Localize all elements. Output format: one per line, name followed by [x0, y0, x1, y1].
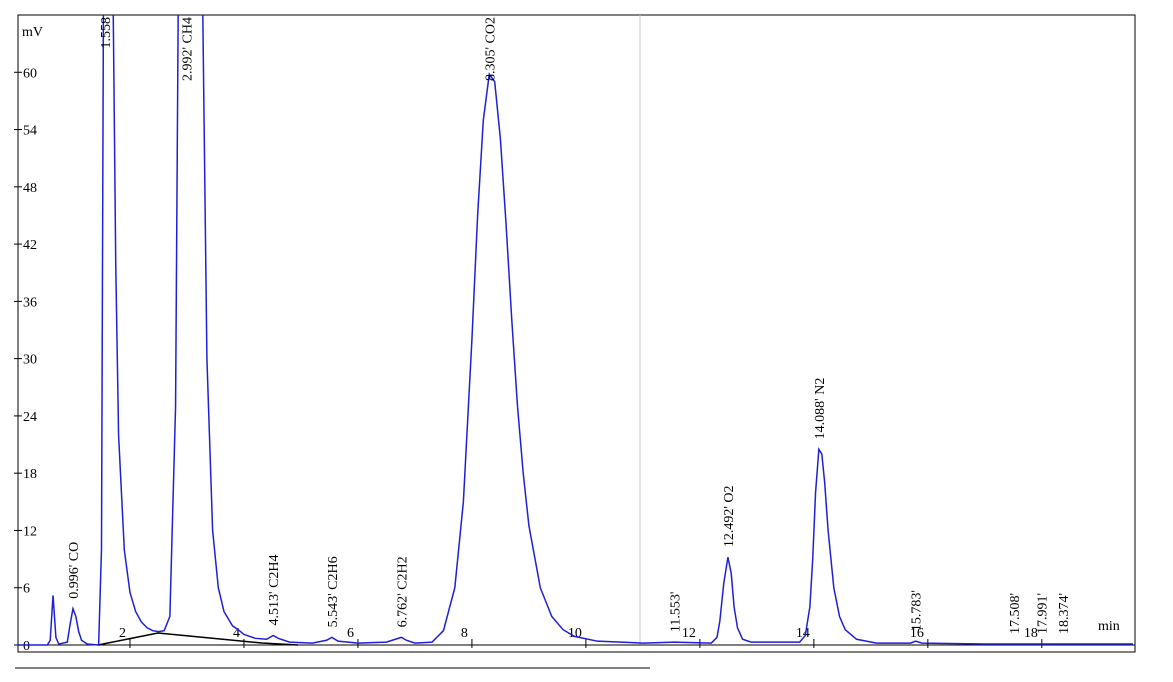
x-tick-label: 18 [1024, 626, 1038, 641]
peak-label: 1.558 [99, 17, 114, 49]
plot-frame [17, 14, 1136, 653]
y-tick-label: 12 [23, 524, 37, 539]
y-tick-label: 0 [23, 639, 30, 654]
y-tick-label: 6 [23, 582, 30, 597]
x-tick-label: 4 [233, 626, 240, 641]
y-tick-label: 60 [23, 66, 37, 81]
x-tick-label: 8 [461, 626, 468, 641]
y-tick-label: 30 [23, 353, 37, 368]
x-tick-label: 12 [682, 626, 696, 641]
peak-label: 5.543' C2H6 [326, 556, 341, 627]
y-tick-label: 24 [23, 410, 37, 425]
peak-label: 17.991' [1035, 593, 1050, 634]
y-tick-label: 36 [23, 295, 37, 310]
x-tick-label: 6 [347, 626, 354, 641]
peak-label: 12.492' O2 [722, 486, 737, 548]
peak-label: 2.992' CH4 [181, 17, 196, 81]
peak-label: 8.305' CO2 [483, 17, 498, 81]
signal-trace [18, 15, 1133, 646]
y-tick-label: 42 [23, 238, 37, 253]
y-tick-label: 54 [23, 124, 37, 139]
y-tick-label: 48 [23, 181, 37, 196]
peak-label: 17.508' [1008, 593, 1023, 634]
x-tick-label: 16 [910, 626, 924, 641]
peak-label: 0.996' CO [67, 542, 82, 599]
peak-label: 4.513' C2H4 [267, 554, 282, 625]
peak-label: 15.783' [909, 590, 924, 631]
peak-label: 6.762' C2H2 [395, 556, 410, 627]
y-tick-label: 18 [23, 467, 37, 482]
x-axis-label: min [1098, 619, 1120, 634]
baseline-fit [97, 632, 299, 646]
peak-label: 14.088' N2 [813, 378, 828, 440]
y-axis-label: mV [22, 25, 43, 40]
peak-label: 11.553' [668, 592, 683, 633]
peak-label: 18.374' [1057, 593, 1072, 634]
x-tick-label: 2 [119, 626, 126, 641]
